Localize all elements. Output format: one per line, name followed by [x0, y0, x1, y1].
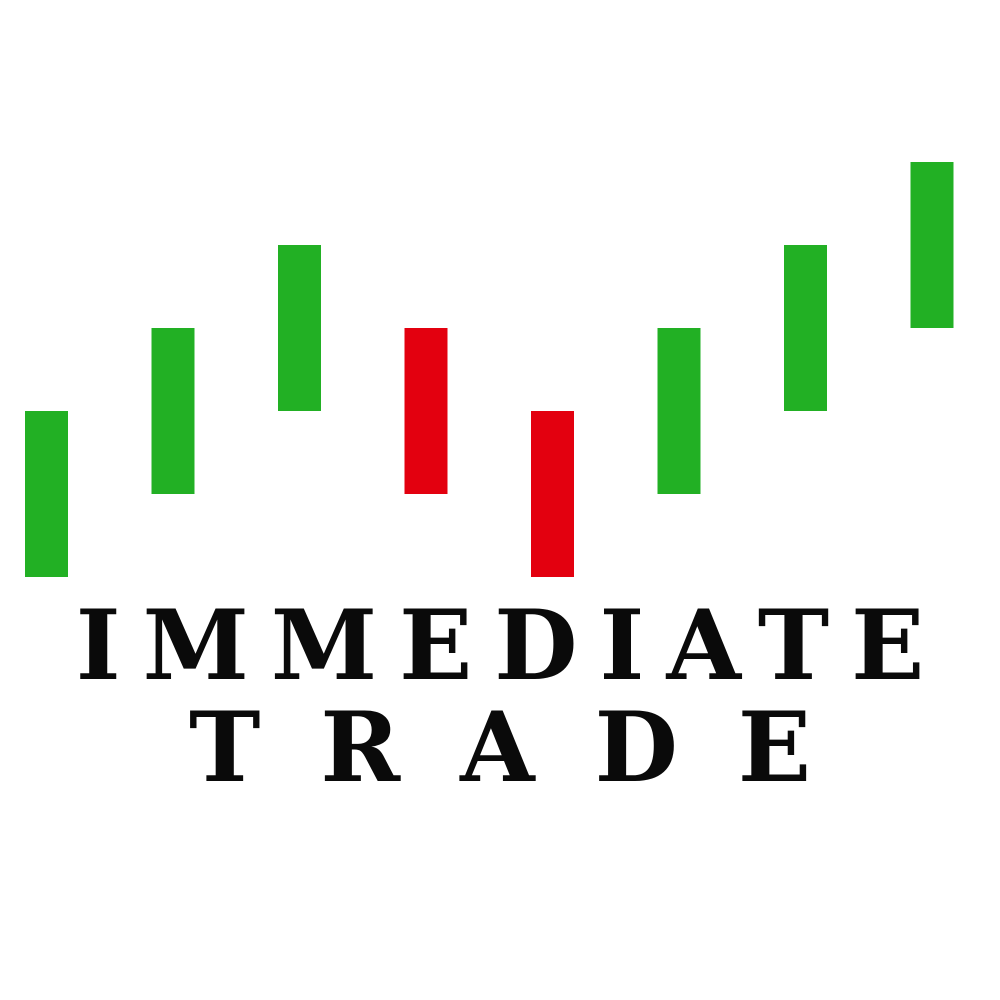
candle-bar-5-down [531, 411, 574, 577]
candle-bar-4-down [404, 328, 448, 494]
candle-bar-2-up [151, 328, 195, 494]
candle-bar-3-up [278, 245, 321, 411]
candle-bar-6-up [657, 328, 701, 494]
candle-bar-8-up [910, 162, 954, 328]
candle-bar-7-up [784, 245, 827, 411]
candle-bar-1-up [25, 411, 68, 577]
brand-word-immediate: IMMEDIATE [75, 589, 947, 702]
candlestick-bars [25, 162, 954, 577]
brand-word-trade: TRADE [188, 691, 872, 804]
